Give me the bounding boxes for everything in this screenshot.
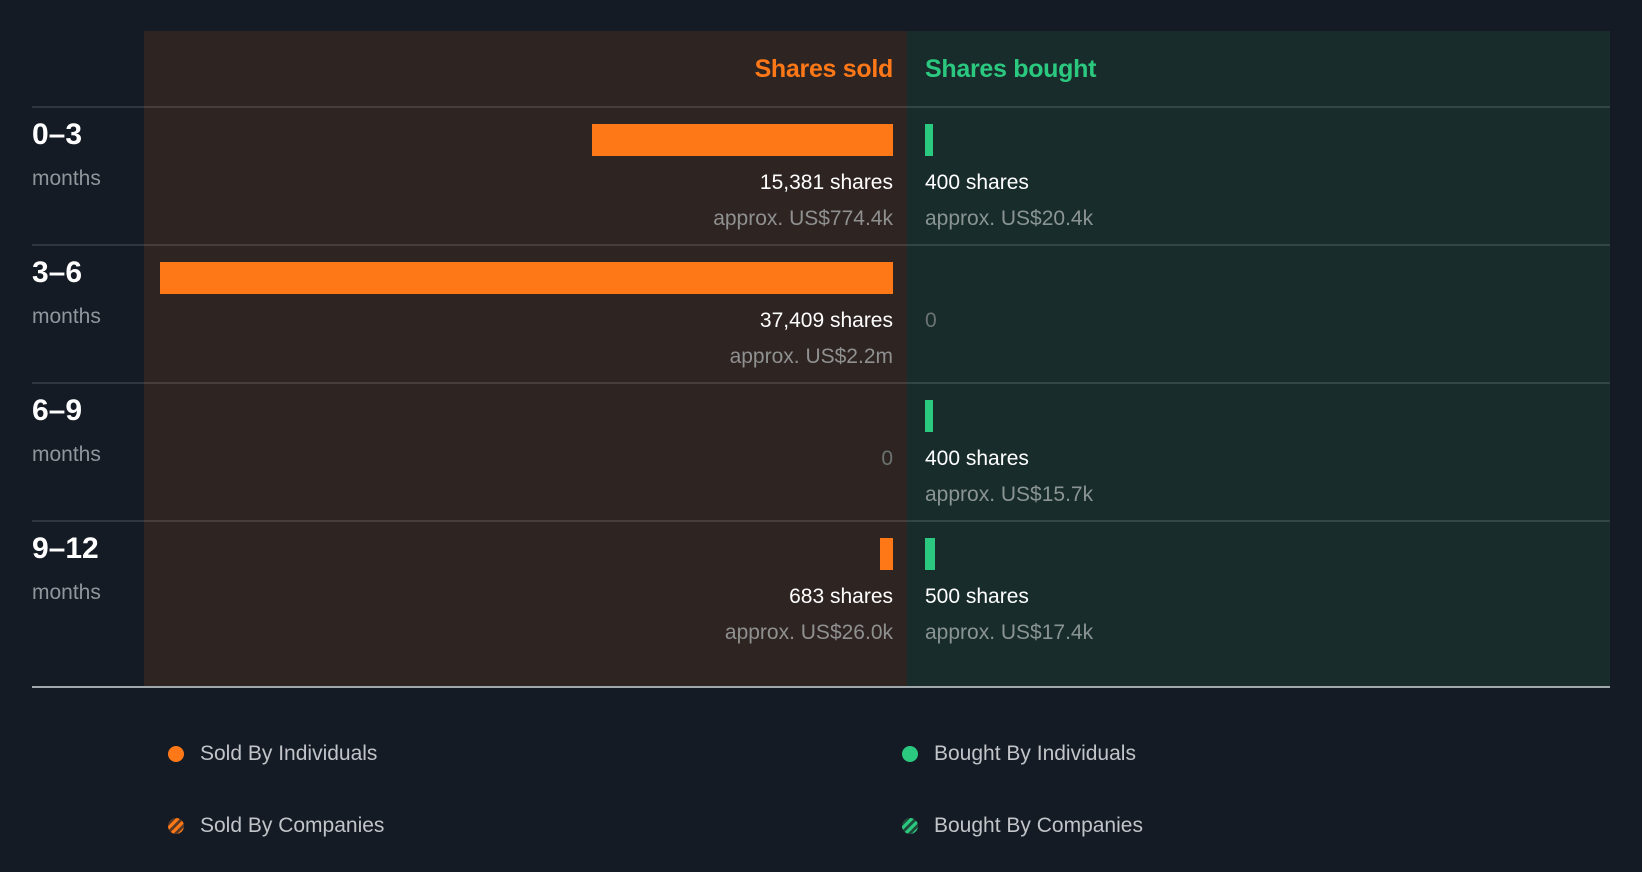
period-label: 6–9 <box>32 394 83 427</box>
legend-label: Bought By Individuals <box>934 742 1136 765</box>
period-row-3-6: 3–6 months 37,409 shares approx. US$2.2m… <box>32 246 1610 390</box>
legend-label: Bought By Companies <box>934 814 1143 837</box>
sold-bar[interactable] <box>880 538 893 570</box>
sold-shares-count: 683 shares <box>789 585 893 608</box>
legend-sold-companies[interactable]: Sold By Companies <box>168 814 384 838</box>
period-row-9-12: 9–12 months 683 shares approx. US$26.0k … <box>32 522 1610 666</box>
header-divider <box>32 106 1610 108</box>
sold-shares-value: approx. US$774.4k <box>713 207 893 230</box>
period-unit: months <box>32 443 101 466</box>
legend-bought-individuals[interactable]: Bought By Individuals <box>902 742 1136 766</box>
chart-bottom-axis <box>32 686 1610 688</box>
sold-shares-count: 0 <box>881 447 893 470</box>
shares-bought-panel <box>907 31 1610 688</box>
row-divider <box>32 244 1610 246</box>
row-divider <box>32 382 1610 384</box>
bought-shares-count: 400 shares <box>925 447 1029 470</box>
bought-shares-value: approx. US$20.4k <box>925 207 1094 230</box>
bought-shares-count: 500 shares <box>925 585 1029 608</box>
striped-green-dot-icon <box>902 818 918 834</box>
legend-label: Sold By Companies <box>200 814 385 837</box>
sold-shares-value: approx. US$26.0k <box>724 621 893 644</box>
legend-bought-companies[interactable]: Bought By Companies <box>902 814 1143 838</box>
sold-shares-count: 15,381 shares <box>759 171 893 194</box>
shares-bought-header: Shares bought <box>925 55 1097 83</box>
row-divider <box>32 520 1610 522</box>
sold-bar[interactable] <box>592 124 893 156</box>
insider-trading-chart: Shares sold Shares bought 0–3 months 15,… <box>32 31 1610 688</box>
bought-bar[interactable] <box>925 400 933 432</box>
sold-shares-count: 37,409 shares <box>759 309 893 332</box>
legend-label: Sold By Individuals <box>200 742 378 765</box>
legend-sold-individuals[interactable]: Sold By Individuals <box>168 742 377 766</box>
period-row-0-3: 0–3 months 15,381 shares approx. US$774.… <box>32 108 1610 252</box>
sold-bar[interactable] <box>160 262 893 294</box>
bought-bar[interactable] <box>925 538 935 570</box>
bought-shares-value: approx. US$15.7k <box>925 483 1094 506</box>
period-unit: months <box>32 305 101 328</box>
period-unit: months <box>32 167 101 190</box>
sold-shares-value: approx. US$2.2m <box>729 345 893 368</box>
bought-shares-value: approx. US$17.4k <box>925 621 1094 644</box>
period-label: 0–3 <box>32 118 83 151</box>
period-label: 3–6 <box>32 256 83 289</box>
bought-bar[interactable] <box>925 124 933 156</box>
orange-dot-icon <box>168 746 184 762</box>
green-dot-icon <box>902 746 918 762</box>
period-row-6-9: 6–9 months 0 400 shares approx. US$15.7k <box>32 384 1610 528</box>
period-label: 9–12 <box>32 532 99 565</box>
bought-shares-count: 0 <box>925 309 937 332</box>
shares-sold-header: Shares sold <box>754 55 894 83</box>
bought-shares-count: 400 shares <box>925 171 1029 194</box>
period-unit: months <box>32 581 101 604</box>
striped-orange-dot-icon <box>168 818 184 834</box>
